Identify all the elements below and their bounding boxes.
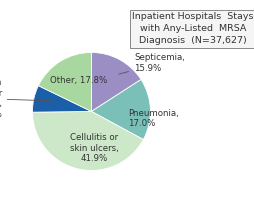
Wedge shape — [91, 53, 141, 111]
Text: Septicemia,
15.9%: Septicemia, 15.9% — [119, 53, 185, 74]
Text: Pneumonia,
17.0%: Pneumonia, 17.0% — [128, 109, 179, 128]
Text: Inpatient Hospitals  Stays
with Any-Listed  MRSA
Diagnosis  (N=37,627): Inpatient Hospitals Stays with Any-Liste… — [132, 12, 254, 45]
Wedge shape — [38, 53, 91, 111]
Wedge shape — [91, 80, 150, 139]
Wedge shape — [33, 86, 91, 112]
Text: Complication
of surgery  or
medical care,
7.4%: Complication of surgery or medical care,… — [0, 78, 52, 119]
Wedge shape — [33, 111, 143, 170]
Text: Cellulitis or
skin ulcers,
41.9%: Cellulitis or skin ulcers, 41.9% — [70, 133, 119, 163]
Text: Other, 17.8%: Other, 17.8% — [50, 76, 107, 85]
